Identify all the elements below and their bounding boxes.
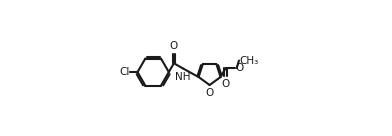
Text: O: O: [205, 88, 214, 98]
Text: O: O: [170, 41, 178, 51]
Text: CH₃: CH₃: [240, 55, 259, 66]
Text: O: O: [221, 79, 230, 89]
Text: Cl: Cl: [119, 67, 129, 77]
Text: NH: NH: [175, 72, 191, 82]
Text: O: O: [235, 63, 243, 73]
